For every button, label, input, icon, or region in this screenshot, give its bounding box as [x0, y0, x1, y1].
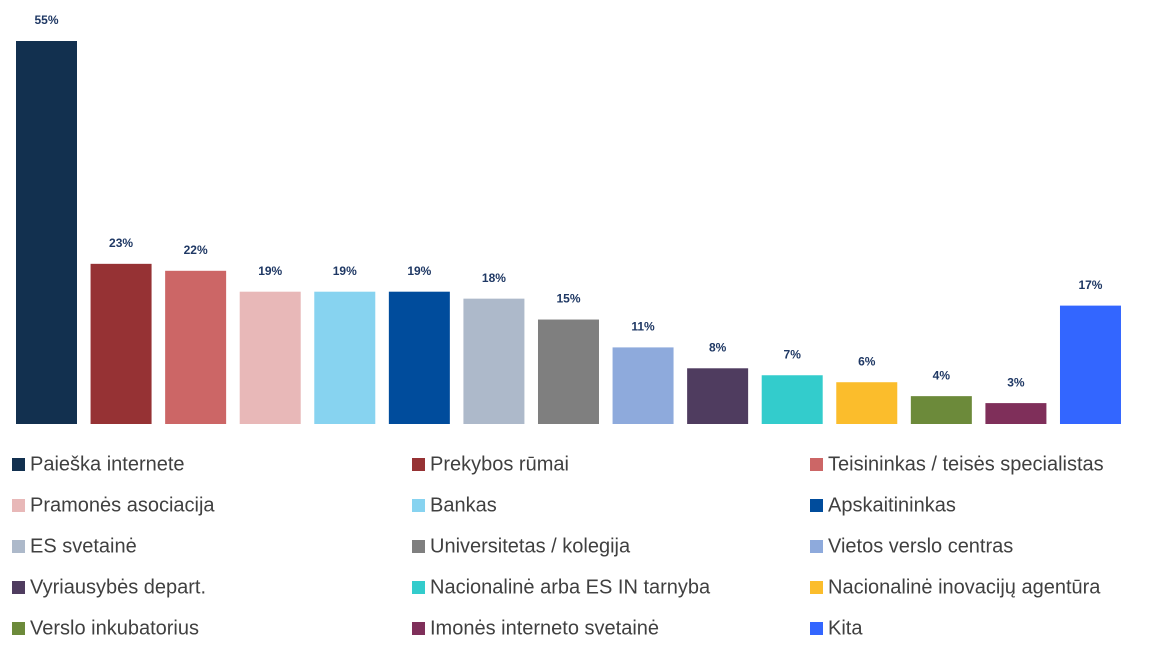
legend-swatch: [810, 581, 823, 594]
bar: [836, 382, 898, 424]
legend-swatch: [810, 540, 823, 553]
value-label: 17%: [1078, 278, 1102, 292]
value-label: 19%: [333, 264, 357, 278]
bar: [165, 270, 227, 424]
bar: [612, 347, 674, 424]
bar: [1059, 305, 1121, 424]
bar: [537, 319, 599, 424]
legend-swatch: [412, 458, 425, 471]
legend-swatch: [412, 622, 425, 635]
legend-label: Bankas: [430, 494, 497, 516]
value-label: 6%: [858, 354, 876, 368]
legend-swatch: [810, 499, 823, 512]
legend-label: Nacionalinė inovacijų agentūra: [828, 576, 1101, 598]
legend-swatch: [810, 622, 823, 635]
legend-swatch: [412, 581, 425, 594]
value-label: 55%: [34, 13, 58, 27]
bar: [16, 41, 77, 424]
bar: [388, 291, 450, 424]
legend-swatch: [12, 499, 25, 512]
value-label: 7%: [784, 347, 802, 361]
legend-label: Universitetas / kolegija: [430, 535, 631, 557]
legend-label: Prekybos rūmai: [430, 453, 569, 475]
bar: [314, 291, 376, 424]
value-label: 18%: [482, 271, 506, 285]
legend-swatch: [412, 499, 425, 512]
legend-label: ES svetainė: [30, 535, 137, 557]
bar: [910, 396, 972, 424]
legend-swatch: [412, 540, 425, 553]
value-label: 22%: [184, 243, 208, 257]
value-label: 19%: [407, 264, 431, 278]
bar: [463, 298, 525, 424]
bar: [985, 403, 1047, 424]
legend-label: Paieška internete: [30, 453, 185, 475]
value-label: 4%: [933, 368, 951, 382]
bar: [761, 375, 823, 424]
bar: [239, 291, 301, 424]
legend-swatch: [12, 458, 25, 471]
legend-swatch: [810, 458, 823, 471]
legend-swatch: [12, 540, 25, 553]
value-label: 19%: [258, 264, 282, 278]
bar: [90, 263, 152, 424]
legend-label: Verslo inkubatorius: [30, 617, 199, 639]
legend-label: Kita: [828, 617, 863, 639]
value-label: 23%: [109, 236, 133, 250]
legend-label: Pramonės asociacija: [30, 494, 215, 516]
legend-swatch: [12, 622, 25, 635]
legend-label: Nacionalinė arba ES IN tarnyba: [430, 576, 711, 598]
legend-label: Vietos verslo centras: [828, 535, 1013, 557]
legend-label: Teisininkas / teisės specialistas: [828, 453, 1104, 475]
legend-swatch: [12, 581, 25, 594]
legend-label: Vyriausybės depart.: [30, 576, 206, 598]
legend-label: Imonės interneto svetainė: [430, 617, 659, 639]
bar: [687, 368, 749, 424]
value-label: 8%: [709, 340, 727, 354]
value-label: 15%: [556, 292, 580, 306]
legend-label: Apskaitininkas: [828, 494, 956, 516]
value-label: 11%: [631, 320, 655, 334]
value-label: 3%: [1007, 375, 1025, 389]
